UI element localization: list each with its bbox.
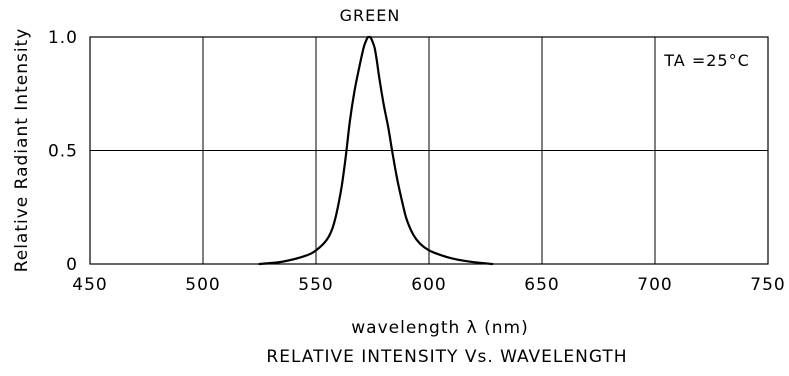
x-tick-label: 750 [750, 275, 785, 295]
chart-title: RELATIVE INTENSITY Vs. WAVELENGTH [266, 347, 627, 367]
chart-subtitle: GREEN [340, 6, 401, 25]
grid-lines [90, 37, 768, 264]
x-tick-label: 650 [524, 275, 559, 295]
x-tick-label: 450 [72, 275, 107, 295]
x-tick-label: 600 [411, 275, 446, 295]
y-tick-labels: 0 0.5 1.0 [48, 28, 78, 275]
x-tick-label: 700 [637, 275, 672, 295]
x-axis-label: wavelength λ (nm) [351, 318, 529, 338]
y-tick-label: 0.5 [48, 142, 78, 162]
y-tick-label: 0 [66, 255, 78, 275]
intensity-curve [258, 35, 494, 266]
temperature-annotation: TA =25°C [663, 51, 750, 70]
y-axis-label: Relative Radiant Intensity [12, 28, 32, 273]
x-tick-labels: 450 500 550 600 650 700 750 [72, 275, 785, 295]
x-tick-label: 550 [298, 275, 333, 295]
x-tick-label: 500 [185, 275, 220, 295]
y-tick-label: 1.0 [48, 28, 78, 48]
series-layer [258, 35, 494, 266]
